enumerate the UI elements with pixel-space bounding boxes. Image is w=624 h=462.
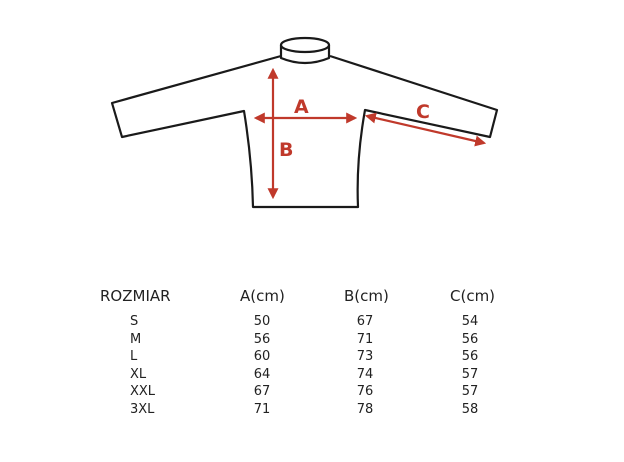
header-b: B(cm) [344, 287, 389, 305]
label-a: A [294, 96, 309, 118]
c-cell: 57 [461, 384, 479, 399]
header-size: ROZMIAR [100, 287, 171, 305]
header-a: A(cm) [240, 287, 285, 305]
table-row: 3XL 71 78 58 [0, 402, 624, 420]
table-row: L 60 73 56 [0, 349, 624, 367]
size-cell: M [130, 332, 142, 347]
table-row: M 56 71 56 [0, 332, 624, 350]
c-cell: 58 [461, 402, 479, 417]
b-cell: 73 [356, 349, 374, 364]
a-cell: 50 [253, 314, 271, 329]
table-row: XXL 67 76 57 [0, 384, 624, 402]
measurement-arrows [253, 67, 487, 200]
a-cell: 67 [253, 384, 271, 399]
size-cell: S [130, 314, 139, 329]
a-cell: 56 [253, 332, 271, 347]
b-cell: 67 [356, 314, 374, 329]
size-cell: 3XL [130, 402, 155, 417]
b-cell: 71 [356, 332, 374, 347]
label-c: C [416, 101, 430, 123]
size-cell: L [130, 349, 138, 364]
table-row: XL 64 74 57 [0, 367, 624, 385]
a-cell: 60 [253, 349, 271, 364]
b-cell: 74 [356, 367, 374, 382]
c-cell: 57 [461, 367, 479, 382]
label-b: B [279, 139, 293, 161]
b-cell: 78 [356, 402, 374, 417]
c-cell: 54 [461, 314, 479, 329]
a-cell: 64 [253, 367, 271, 382]
a-cell: 71 [253, 402, 271, 417]
c-cell: 56 [461, 332, 479, 347]
header-c: C(cm) [450, 287, 496, 305]
size-cell: XL [130, 367, 147, 382]
table-row: S 50 67 54 [0, 314, 624, 332]
size-cell: XXL [130, 384, 156, 399]
b-cell: 76 [356, 384, 374, 399]
c-cell: 56 [461, 349, 479, 364]
sweater-outline [110, 36, 499, 209]
arrow-c [364, 112, 487, 147]
